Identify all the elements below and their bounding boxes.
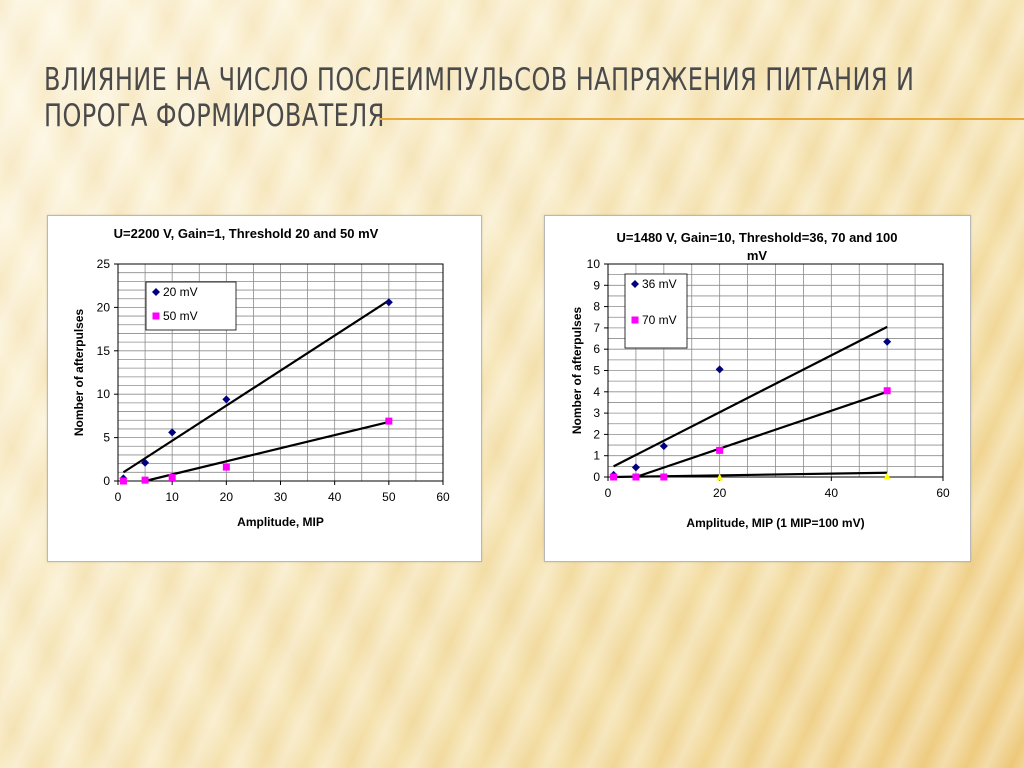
chart1-xaxis-label: Amplitude, MIP [237,515,324,529]
chart2-ytick-label: 9 [593,278,600,292]
chart2-point [883,387,891,395]
slide-title: Влияние на число послеимпульсов напряжен… [44,62,944,134]
title-underline [380,118,1024,120]
chart2-legend-label: 70 mV [642,313,677,327]
chart1-point [222,463,230,471]
chart2-legend-marker [631,316,639,324]
chart2-ytick-label: 10 [587,257,601,271]
chart2-trendline [635,390,888,479]
chart-left: U=2200 V, Gain=1, Threshold 20 and 50 mV… [72,226,450,529]
chart2-ytick-label: 7 [593,321,600,335]
slide-title-line-1: Влияние на число послеимпульсов напряжен… [44,62,915,98]
chart2-trendline [613,471,888,479]
chart1-ytick-label: 25 [97,257,111,271]
chart1-trendline [144,420,390,483]
chart2-point [883,472,891,480]
chart1-xtick-label: 20 [220,490,234,504]
chart2-legend-marker [631,280,639,288]
slide-title-line-2: порога формирователя [44,98,385,134]
chart2-point [660,473,668,481]
chart2-xtick-label: 0 [605,486,612,500]
chart1-xtick-label: 30 [274,490,288,504]
chart1-ytick-label: 10 [97,387,111,401]
chart1-point [385,417,393,425]
chart-panel-right: U=1480 V, Gain=10, Threshold=36, 70 and … [544,215,971,562]
chart1-xtick-label: 40 [328,490,342,504]
chart1-xtick-label: 60 [436,490,450,504]
chart1-ytick-label: 20 [97,300,111,314]
chart1-ytick-label: 0 [103,474,110,488]
chart1-point [119,477,127,485]
chart1-xtick-label: 10 [165,490,179,504]
chart2-yaxis-label: Nomber of afterpulses [570,306,584,434]
chart2-point [716,473,724,481]
chart2-point [610,473,618,481]
chart2-xtick-label: 60 [936,486,950,500]
chart2-ytick-label: 8 [593,300,600,314]
chart1-trendline [122,299,390,474]
chart2-ytick-label: 0 [593,470,600,484]
chart2-xtick-label: 20 [713,486,727,500]
chart1-point [168,428,177,437]
chart2-legend-label: 36 mV [642,277,677,291]
chart1-point [222,395,231,404]
chart2-title: U=1480 V, Gain=10, Threshold=36, 70 and … [617,230,898,263]
chart1-legend-marker [152,312,160,320]
chart1-title: U=2200 V, Gain=1, Threshold 20 and 50 mV [114,226,379,241]
chart2-ytick-label: 2 [593,427,600,441]
chart1-legend-label: 20 mV [163,285,198,299]
chart2-point [631,463,640,472]
chart-panel-left: U=2200 V, Gain=1, Threshold 20 and 50 mV… [47,215,482,562]
chart2-point [715,365,724,374]
chart2-ytick-label: 4 [593,385,600,399]
chart-right: U=1480 V, Gain=10, Threshold=36, 70 and … [570,230,950,530]
chart2-ytick-label: 5 [593,364,600,378]
chart1-yaxis-label: Nomber of afterpulses [72,308,86,436]
chart2-point [883,337,892,346]
chart1-legend-marker [152,288,160,296]
chart2-ytick-label: 1 [593,449,600,463]
chart2-ytick-label: 6 [593,342,600,356]
chart1-legend [145,281,237,331]
chart1-point [384,298,393,307]
chart2-point [659,442,668,451]
chart1-point [141,476,149,484]
chart1-xtick-label: 0 [115,490,122,504]
chart1-point [168,474,176,482]
chart2-ytick-label: 3 [593,406,600,420]
chart2-point [632,473,640,481]
chart2-trendline [613,325,888,468]
chart2-xaxis-label: Amplitude, MIP (1 MIP=100 mV) [686,516,864,530]
chart1-ytick-label: 15 [97,344,111,358]
chart1-legend-label: 50 mV [163,309,198,323]
chart1-ytick-label: 5 [103,431,110,445]
chart2-xtick-label: 40 [825,486,839,500]
chart2-point [716,446,724,454]
chart1-point [141,458,150,467]
chart1-xtick-label: 50 [382,490,396,504]
